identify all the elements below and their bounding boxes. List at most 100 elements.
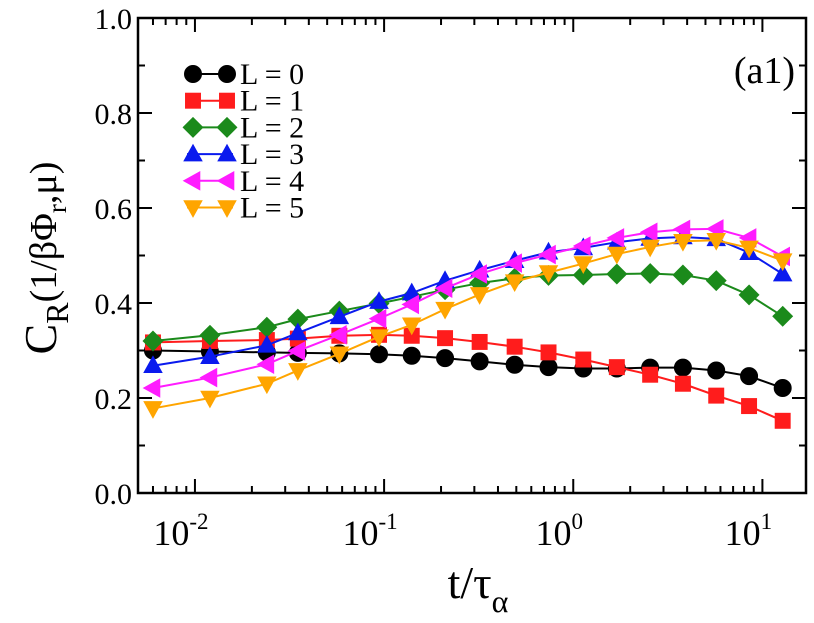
data-point — [640, 239, 660, 258]
y-axis-title-mid: (1/βΦ — [23, 213, 65, 302]
y-axis-title-sub1: R — [39, 302, 75, 324]
x-tick-label: 100 — [536, 509, 584, 553]
data-point — [504, 274, 525, 293]
data-point — [673, 233, 693, 252]
legend-marker — [217, 143, 237, 162]
x-tick-label: 10-1 — [343, 509, 398, 553]
legend-marker — [184, 65, 202, 83]
data-point — [402, 346, 421, 365]
y-tick-label: 0.8 — [95, 98, 133, 131]
data-point — [199, 324, 221, 346]
series-layer — [142, 219, 794, 429]
data-point — [538, 244, 556, 265]
data-point — [674, 375, 691, 392]
data-point — [774, 412, 791, 429]
data-point — [288, 322, 308, 341]
plot-frame — [136, 16, 808, 495]
legend-marker — [216, 171, 235, 191]
data-point — [200, 346, 220, 364]
data-point — [369, 329, 389, 348]
x-axis-title-sub: α — [492, 583, 509, 619]
legend: L = 0L = 1L = 2L = 3L = 4L = 5 — [182, 58, 304, 225]
data-point — [287, 341, 306, 361]
legend-marker — [219, 92, 235, 109]
data-point — [143, 355, 163, 373]
y-tick-label: 0.2 — [95, 383, 133, 416]
legend-marker — [185, 92, 201, 109]
data-point — [199, 367, 218, 388]
data-point — [772, 263, 793, 282]
legend-label: L = 2 — [240, 111, 304, 144]
data-point — [642, 366, 659, 383]
data-point — [572, 236, 591, 256]
data-point — [434, 278, 453, 299]
data-point — [506, 338, 523, 355]
data-point — [469, 287, 490, 305]
data-point — [257, 376, 277, 395]
x-axis: 10-2 10-1 100 101 — [137, 18, 772, 553]
data-point — [401, 294, 420, 315]
data-point — [470, 352, 489, 371]
data-point — [606, 263, 628, 285]
data-point — [540, 344, 557, 361]
y-axis-title-base: C — [15, 324, 66, 355]
y-axis-title-end: ,μ) — [23, 162, 65, 205]
legend-label: L = 0 — [240, 58, 304, 91]
series-5 — [143, 233, 793, 419]
data-point — [773, 379, 792, 398]
legend-entry: L = 1 — [185, 85, 304, 118]
data-point — [505, 355, 524, 374]
data-point — [708, 387, 725, 404]
data-point — [707, 361, 726, 380]
data-point — [575, 351, 592, 368]
data-point — [401, 317, 422, 336]
data-point — [608, 359, 625, 376]
y-tick-label: 0.4 — [95, 288, 133, 321]
y-tick-label: 1.0 — [95, 3, 133, 36]
data-point — [673, 358, 692, 377]
data-point — [471, 333, 488, 350]
data-point — [606, 228, 625, 248]
y-axis-title: CR(1/βΦr,μ) — [15, 162, 75, 355]
data-point — [739, 240, 759, 259]
data-point — [200, 390, 220, 409]
legend-marker — [182, 116, 204, 138]
data-point — [706, 233, 727, 251]
legend-label: L = 4 — [240, 165, 304, 198]
legend-entry: L = 3 — [183, 138, 304, 171]
x-axis-title: t/τα — [448, 557, 509, 619]
data-point — [504, 253, 522, 273]
legend-marker — [183, 200, 203, 218]
data-point — [672, 264, 694, 286]
legend-entry: L = 4 — [182, 165, 304, 198]
data-point — [607, 246, 627, 265]
data-point — [573, 256, 594, 274]
data-point — [142, 378, 161, 398]
legend-marker — [183, 143, 203, 162]
legend-entry: L = 5 — [183, 192, 304, 225]
data-point — [288, 363, 308, 381]
series-4 — [142, 219, 790, 398]
data-point — [329, 346, 350, 365]
x-axis-title-base: t/τ — [448, 557, 492, 608]
data-point — [639, 222, 658, 242]
y-tick-label: 0.0 — [95, 478, 133, 511]
legend-marker — [216, 116, 238, 138]
data-point — [772, 253, 793, 272]
legend-marker — [182, 171, 201, 191]
data-point — [772, 305, 794, 327]
data-point — [436, 349, 455, 368]
legend-label: L = 5 — [240, 192, 304, 225]
legend-marker — [217, 200, 237, 218]
data-point — [143, 401, 163, 419]
data-point — [437, 330, 454, 347]
data-point — [705, 270, 727, 292]
series-2 — [142, 263, 794, 352]
data-point — [257, 334, 277, 353]
legend-entry: L = 0 — [184, 58, 304, 91]
data-point — [256, 354, 275, 375]
data-point — [538, 265, 559, 283]
data-point — [639, 263, 661, 285]
data-point — [370, 345, 389, 364]
